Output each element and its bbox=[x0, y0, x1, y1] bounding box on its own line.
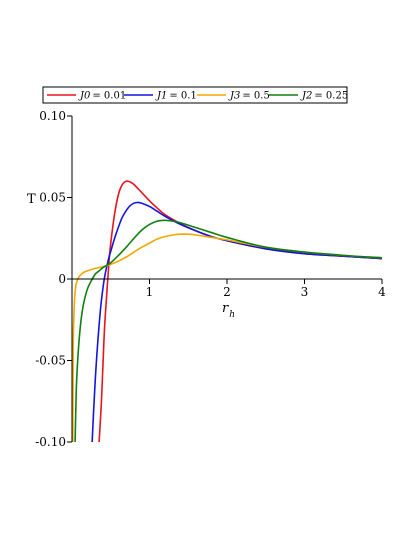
x-tick-label: 3 bbox=[301, 285, 309, 299]
y-tick-label: 0.05 bbox=[39, 191, 66, 205]
legend-entry-value: = 0.1 bbox=[169, 91, 196, 102]
legend-entry-var: J3 bbox=[228, 91, 240, 102]
series-line-j2 bbox=[74, 219, 382, 442]
y-tick-label: -0.05 bbox=[35, 354, 66, 368]
legend-entry-var: J1 bbox=[155, 91, 167, 102]
legend-entry-var: J2 bbox=[300, 91, 312, 102]
legend-entry: J2 = 0.25 bbox=[300, 91, 348, 102]
legend-entry: J0 = 0.01 bbox=[78, 91, 126, 102]
x-tick-label: 1 bbox=[146, 285, 154, 299]
legend-entry-value: = 0.01 bbox=[92, 91, 126, 102]
y-axis-label: T bbox=[27, 192, 36, 207]
x-axis-label: rh bbox=[222, 301, 235, 320]
legend-box bbox=[42, 86, 348, 104]
y-tick-label: -0.10 bbox=[35, 435, 66, 449]
legend: J0 = 0.01 J1 = 0.1 J3 = 0.5 J2 = 0.25 bbox=[42, 86, 348, 104]
y-tick-label: 0.10 bbox=[39, 109, 66, 123]
x-axis-label-subscript: h bbox=[229, 310, 235, 320]
legend-entry-value: = 0.25 bbox=[314, 91, 348, 102]
series-layer bbox=[72, 180, 382, 442]
legend-entry-value: = 0.5 bbox=[242, 91, 269, 102]
x-tick-label: 4 bbox=[378, 285, 386, 299]
y-tick-label: 0 bbox=[58, 272, 66, 286]
x-tick-label: 2 bbox=[223, 285, 231, 299]
series-line-j0 bbox=[98, 180, 382, 442]
series-line-j3 bbox=[72, 233, 382, 442]
legend-entry: J3 = 0.5 bbox=[228, 91, 270, 102]
axes: 1 2 3 4 -0.10 -0.05 0 0.05 0.10 bbox=[35, 109, 386, 449]
series-line-j1 bbox=[91, 201, 382, 442]
legend-entry: J1 = 0.1 bbox=[155, 91, 197, 102]
legend-entry-var: J0 bbox=[78, 91, 91, 102]
